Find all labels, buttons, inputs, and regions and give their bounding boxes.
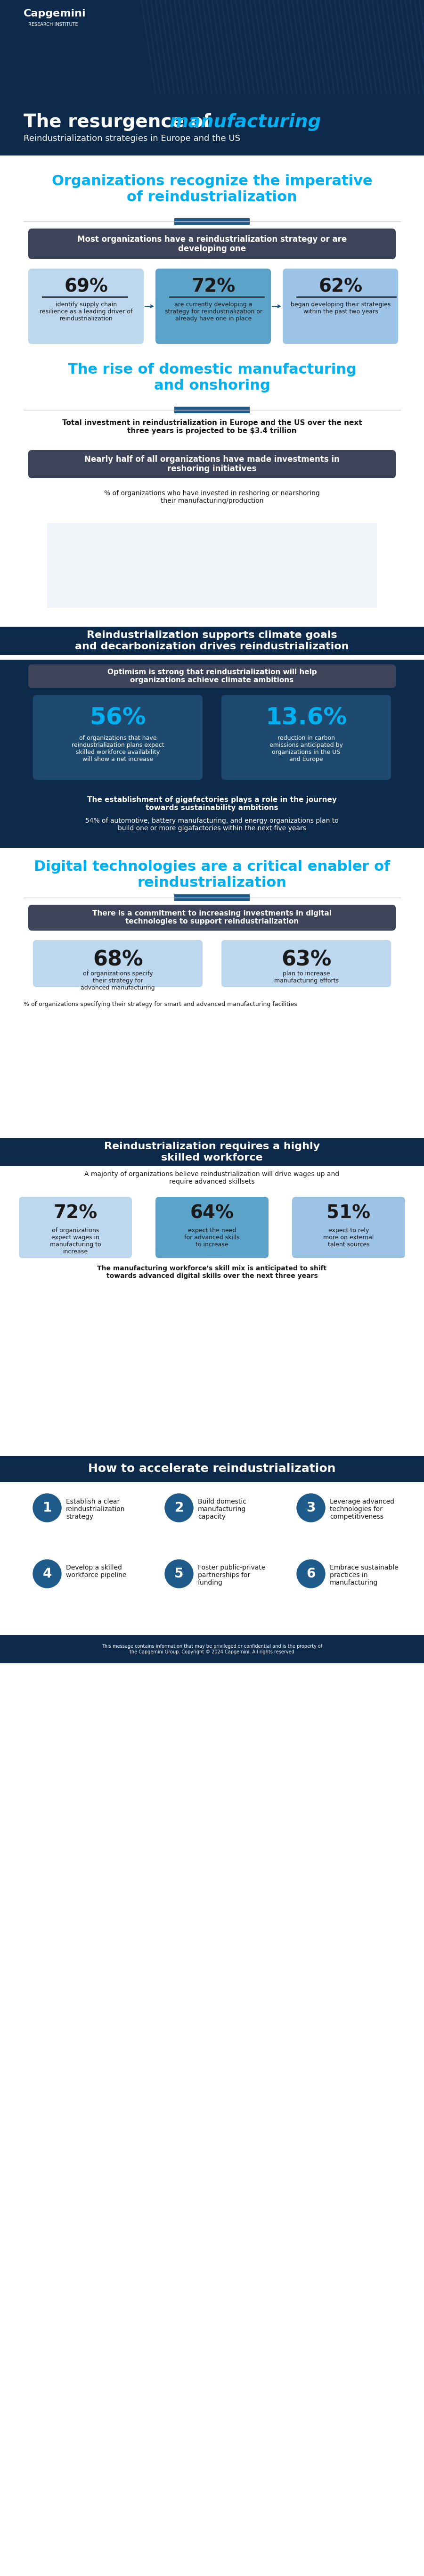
FancyBboxPatch shape [28, 229, 396, 260]
FancyBboxPatch shape [28, 268, 144, 345]
Text: Foster public-private
partnerships for
funding: Foster public-private partnerships for f… [198, 1564, 265, 1587]
Text: The rise of domestic manufacturing
and onshoring: The rise of domestic manufacturing and o… [68, 363, 356, 392]
Text: Reindustrialization supports climate goals
and decarbonization drives reindustri: Reindustrialization supports climate goa… [75, 631, 349, 652]
FancyBboxPatch shape [33, 940, 203, 987]
Text: This message contains information that may be privileged or confidential and is : This message contains information that m… [102, 1643, 322, 1654]
Text: Establish a clear
reindustrialization
strategy: Establish a clear reindustrialization st… [66, 1499, 125, 1520]
Text: % of organizations specifying their strategy for smart and advanced manufacturin: % of organizations specifying their stra… [24, 1002, 297, 1007]
Text: manufacturing: manufacturing [170, 113, 321, 131]
Text: Capgemini: Capgemini [24, 8, 86, 18]
Text: reduction in carbon
emissions anticipated by
organizations in the US
and Europe: reduction in carbon emissions anticipate… [270, 734, 343, 762]
FancyBboxPatch shape [28, 904, 396, 930]
Text: Most organizations have a reindustrialization strategy or are
developing one: Most organizations have a reindustrializ… [77, 234, 347, 252]
Text: Develop a skilled
workforce pipeline: Develop a skilled workforce pipeline [66, 1564, 126, 1579]
Bar [0, 791, 424, 848]
Text: of organizations that have
reindustrialization plans expect
skilled workforce av: of organizations that have reindustriali… [72, 734, 164, 762]
Bar [0, 1636, 424, 1664]
FancyBboxPatch shape [156, 268, 271, 345]
Text: of organizations specify
their strategy for
advanced manufacturing: of organizations specify their strategy … [81, 971, 155, 992]
Text: are currently developing a
strategy for reindustrialization or
already have one : are currently developing a strategy for … [165, 301, 262, 322]
FancyBboxPatch shape [221, 940, 391, 987]
Circle shape [33, 1494, 61, 1522]
FancyBboxPatch shape [33, 696, 203, 781]
Bar [0, 0, 424, 155]
Circle shape [297, 1558, 325, 1587]
Text: 56%: 56% [89, 706, 146, 729]
Text: Reindustrialization requires a highly
skilled workforce: Reindustrialization requires a highly sk… [104, 1141, 320, 1162]
Text: Reindustrialization strategies in Europe and the US: Reindustrialization strategies in Europe… [24, 134, 240, 142]
Text: began developing their strategies
within the past two years: began developing their strategies within… [290, 301, 391, 314]
FancyBboxPatch shape [292, 1198, 405, 1257]
Text: 72%: 72% [192, 278, 235, 296]
Text: 13.6%: 13.6% [265, 706, 347, 729]
Text: Total investment in reindustrialization in Europe and the US over the next
three: Total investment in reindustrialization … [62, 420, 362, 435]
Bar [174, 407, 250, 412]
Text: Leverage advanced
technologies for
competitiveness: Leverage advanced technologies for compe… [330, 1499, 394, 1520]
Text: Nearly half of all organizations have made investments in
reshoring initiatives: Nearly half of all organizations have ma… [84, 456, 340, 474]
Circle shape [165, 1494, 193, 1522]
FancyBboxPatch shape [283, 268, 398, 345]
Text: 64%: 64% [190, 1203, 234, 1221]
Text: expect the need
for advanced skills
to increase: expect the need for advanced skills to i… [184, 1226, 240, 1247]
Bar [0, 659, 424, 801]
Bar [0, 1139, 424, 1167]
Text: A majority of organizations believe reindustrialization will drive wages up and
: A majority of organizations believe rein… [84, 1172, 340, 1185]
Circle shape [297, 1494, 325, 1522]
Text: of organizations
expect wages in
manufacturing to
increase: of organizations expect wages in manufac… [50, 1226, 101, 1255]
FancyBboxPatch shape [19, 1198, 132, 1257]
Text: The manufacturing workforce's skill mix is anticipated to shift
towards advanced: The manufacturing workforce's skill mix … [97, 1265, 327, 1280]
Text: Organizations recognize the imperative
of reindustrialization: Organizations recognize the imperative o… [52, 175, 372, 204]
Text: Digital technologies are a critical enabler of
reindustrialization: Digital technologies are a critical enab… [34, 860, 390, 889]
Text: Embrace sustainable
practices in
manufacturing: Embrace sustainable practices in manufac… [330, 1564, 399, 1587]
Bar [0, 1455, 424, 1481]
Bar [47, 523, 377, 608]
Text: 4: 4 [42, 1566, 52, 1579]
Text: 1: 1 [42, 1502, 52, 1515]
Bar [174, 894, 250, 902]
FancyBboxPatch shape [156, 1198, 268, 1257]
FancyBboxPatch shape [28, 665, 396, 688]
Text: expect to rely
more on external
talent sources: expect to rely more on external talent s… [324, 1226, 374, 1247]
FancyBboxPatch shape [28, 451, 396, 479]
Text: 51%: 51% [326, 1203, 371, 1221]
Text: 68%: 68% [93, 951, 143, 969]
Text: The establishment of gigafactories plays a role in the journey
towards sustainab: The establishment of gigafactories plays… [87, 796, 337, 811]
FancyBboxPatch shape [221, 696, 391, 781]
Bar [0, 626, 424, 654]
Text: RESEARCH INSTITUTE: RESEARCH INSTITUTE [28, 23, 78, 26]
Text: The resurgence of: The resurgence of [24, 113, 217, 131]
Text: 62%: 62% [319, 278, 363, 296]
Text: Optimism is strong that reindustrialization will help
organizations achieve clim: Optimism is strong that reindustrializat… [107, 670, 317, 683]
Text: There is a commitment to increasing investments in digital
technologies to suppo: There is a commitment to increasing inve… [92, 909, 332, 925]
Text: 3: 3 [307, 1502, 315, 1515]
Text: Build domestic
manufacturing
capacity: Build domestic manufacturing capacity [198, 1499, 246, 1520]
Text: 6: 6 [307, 1566, 315, 1579]
Circle shape [33, 1558, 61, 1587]
Text: 69%: 69% [64, 278, 108, 296]
Circle shape [165, 1558, 193, 1587]
Bar [174, 219, 250, 224]
Text: 5: 5 [174, 1566, 184, 1579]
Text: identify supply chain
resilience as a leading driver of
reindustrialization: identify supply chain resilience as a le… [40, 301, 133, 322]
Text: 54% of automotive, battery manufacturing, and energy organizations plan to
build: 54% of automotive, battery manufacturing… [85, 817, 339, 832]
Text: 2: 2 [174, 1502, 184, 1515]
Text: plan to increase
manufacturing efforts: plan to increase manufacturing efforts [274, 971, 338, 984]
Text: How to accelerate reindustrialization: How to accelerate reindustrialization [88, 1463, 336, 1473]
Text: 63%: 63% [281, 951, 331, 969]
Text: % of organizations who have invested in reshoring or nearshoring
their manufactu: % of organizations who have invested in … [104, 489, 320, 505]
Text: 72%: 72% [53, 1203, 98, 1221]
